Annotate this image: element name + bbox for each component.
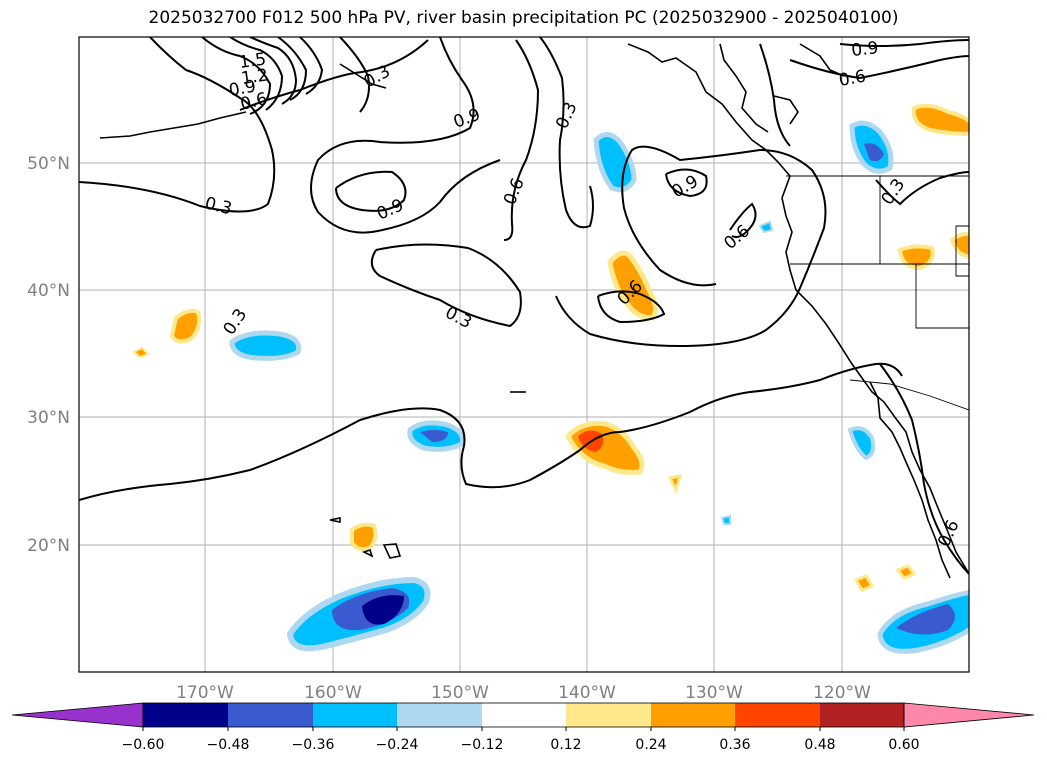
neg-anomaly-tiny-2 [720,514,731,525]
neg-anomaly-west-pacific [229,330,302,361]
lon-tick-labels: 170°W 160°W 150°W 140°W 130°W 120°W [176,683,871,703]
lat-tick-label: 50°N [27,154,70,174]
colorbar-extend-low [11,702,144,728]
borders [786,175,969,411]
neg-anomaly-tiny-1 [758,220,774,234]
lon-tick-label: 170°W [176,683,234,703]
colorbar-segment [397,703,482,727]
colorbar-tick-label: 0.36 [719,737,750,753]
pos-anomaly-baja-1 [895,564,917,580]
lon-tick-label: 160°W [304,683,362,703]
colorbar-segment [313,703,397,727]
colorbar-tick-label: −0.12 [461,737,504,753]
colorbar-segment [143,703,228,727]
neg-anomaly-mexico-core [896,604,955,635]
lon-tick-label: 120°W [813,683,871,703]
neg-anomaly-sandiego [847,426,876,461]
colorbar-segment [482,703,566,727]
contour-label: 1.5 [238,49,268,73]
lat-tick-label: 40°N [27,281,70,301]
neg-anomaly-gulf-1 [593,132,637,193]
map-title: 2025032700 F012 500 hPa PV, river basin … [148,8,899,28]
colorbar-tick-label: 0.24 [635,737,666,753]
pos-anomaly-ne-2 [897,244,935,271]
neg-anomaly-hawaii-south-core [362,595,404,625]
pos-anomaly-west-pacific [169,308,202,344]
colorbar-tick-label: −0.48 [207,737,250,753]
colorbar-ticks [142,727,905,731]
colorbar: −0.60 −0.48 −0.36 −0.24 −0.12 0.12 0.24 … [11,702,1035,753]
pv-contours [79,37,969,575]
lon-tick-label: 130°W [685,683,743,703]
lon-tick-label: 140°W [558,683,616,703]
colorbar-tick-label: 0.48 [804,737,835,753]
map-frame [78,36,970,673]
colorbar-tick-label: −0.24 [376,737,419,753]
lat-tick-label: 20°N [27,536,70,556]
colorbar-tick-label: −0.60 [122,737,165,753]
pos-anomaly-ne-1 [911,103,969,136]
colorbar-tick-label: 0.12 [550,737,581,753]
colorbar-segment [566,703,651,727]
pos-anomaly-40n [607,250,658,321]
colorbar-segment [228,703,313,727]
pos-anomaly-tiny [667,474,683,495]
colorbar-tick-label: −0.36 [292,737,335,753]
contour-label: 0.6 [837,67,867,91]
colorbar-segment [820,703,904,727]
neg-anomaly-30n-core [420,430,448,442]
graticule [79,37,969,672]
colorbar-segment [735,703,820,727]
contour-label: 1.2 [240,65,270,89]
neg-anomaly-coast-core [864,143,884,162]
pos-anomaly-small [132,346,150,359]
lon-tick-label: 150°W [431,683,489,703]
contour-label: 0.9 [227,77,257,101]
pos-anomaly-hawaii [350,522,378,552]
colorbar-outline [142,702,905,728]
colorbar-extend-high [903,702,1035,728]
colorbar-tick-label: 0.60 [888,737,919,753]
pos-anomaly-baja-2 [853,574,875,592]
coastlines [99,43,969,579]
lat-tick-label: 30°N [27,408,70,428]
lat-tick-labels: 50°N 40°N 30°N 20°N [27,154,70,556]
colorbar-segment [651,703,735,727]
precip-shading [132,103,969,654]
map-area [79,37,969,672]
contour-label: 0.9 [850,38,879,61]
